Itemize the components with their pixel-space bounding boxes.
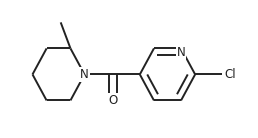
Text: Cl: Cl: [224, 68, 236, 81]
Text: O: O: [108, 94, 117, 107]
Text: N: N: [177, 46, 186, 59]
Text: N: N: [80, 68, 89, 81]
